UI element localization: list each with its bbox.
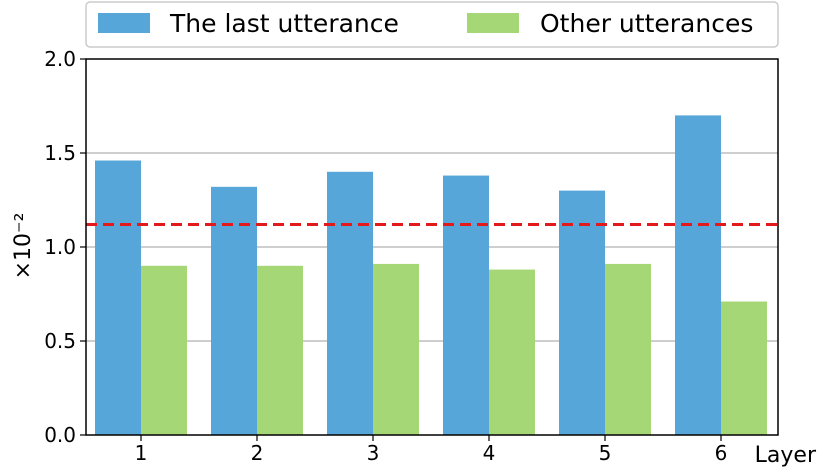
y-tick-label: 2.0 xyxy=(44,47,76,71)
bar-other-utterances-5 xyxy=(605,263,651,435)
bar-last-utterance-5 xyxy=(559,190,605,435)
y-tick-label: 1.0 xyxy=(44,235,76,259)
bar-last-utterance-1 xyxy=(95,160,141,435)
x-tick-label: 4 xyxy=(483,441,496,465)
bars xyxy=(95,115,767,436)
bar-other-utterances-6 xyxy=(721,301,767,435)
bar-other-utterances-3 xyxy=(373,263,419,435)
x-tick-label: 1 xyxy=(135,441,148,465)
bar-last-utterance-6 xyxy=(675,115,721,436)
axis-ticks: 0.0 0.5 1.0 1.5 2.0 1 2 3 4 5 6 xyxy=(44,47,727,465)
legend-swatch-last-utterance xyxy=(98,13,150,33)
bar-last-utterance-3 xyxy=(327,171,373,436)
legend: The last utterance Other utterances xyxy=(85,1,779,48)
bar-other-utterances-2 xyxy=(257,265,303,435)
x-tick-label: 2 xyxy=(251,441,264,465)
bar-other-utterances-1 xyxy=(141,265,187,435)
legend-label-other-utterances: Other utterances xyxy=(540,9,753,38)
x-tick-label: 6 xyxy=(715,441,728,465)
bar-last-utterance-2 xyxy=(211,186,257,435)
x-tick-label: 3 xyxy=(367,441,380,465)
bar-last-utterance-4 xyxy=(443,175,489,435)
y-axis-label: ×10⁻² xyxy=(11,213,36,280)
x-axis-label: Layer xyxy=(755,443,817,468)
x-tick-label: 5 xyxy=(599,441,612,465)
bar-other-utterances-4 xyxy=(489,269,535,435)
legend-label-last-utterance: The last utterance xyxy=(169,9,399,38)
plot-frame xyxy=(85,58,779,436)
y-tick-label: 0.5 xyxy=(44,329,76,353)
legend-swatch-other-utterances xyxy=(467,13,519,33)
legend-frame xyxy=(85,1,779,48)
y-tick-label: 0.0 xyxy=(44,423,76,447)
grid-lines xyxy=(86,152,778,342)
y-tick-label: 1.5 xyxy=(44,141,76,165)
